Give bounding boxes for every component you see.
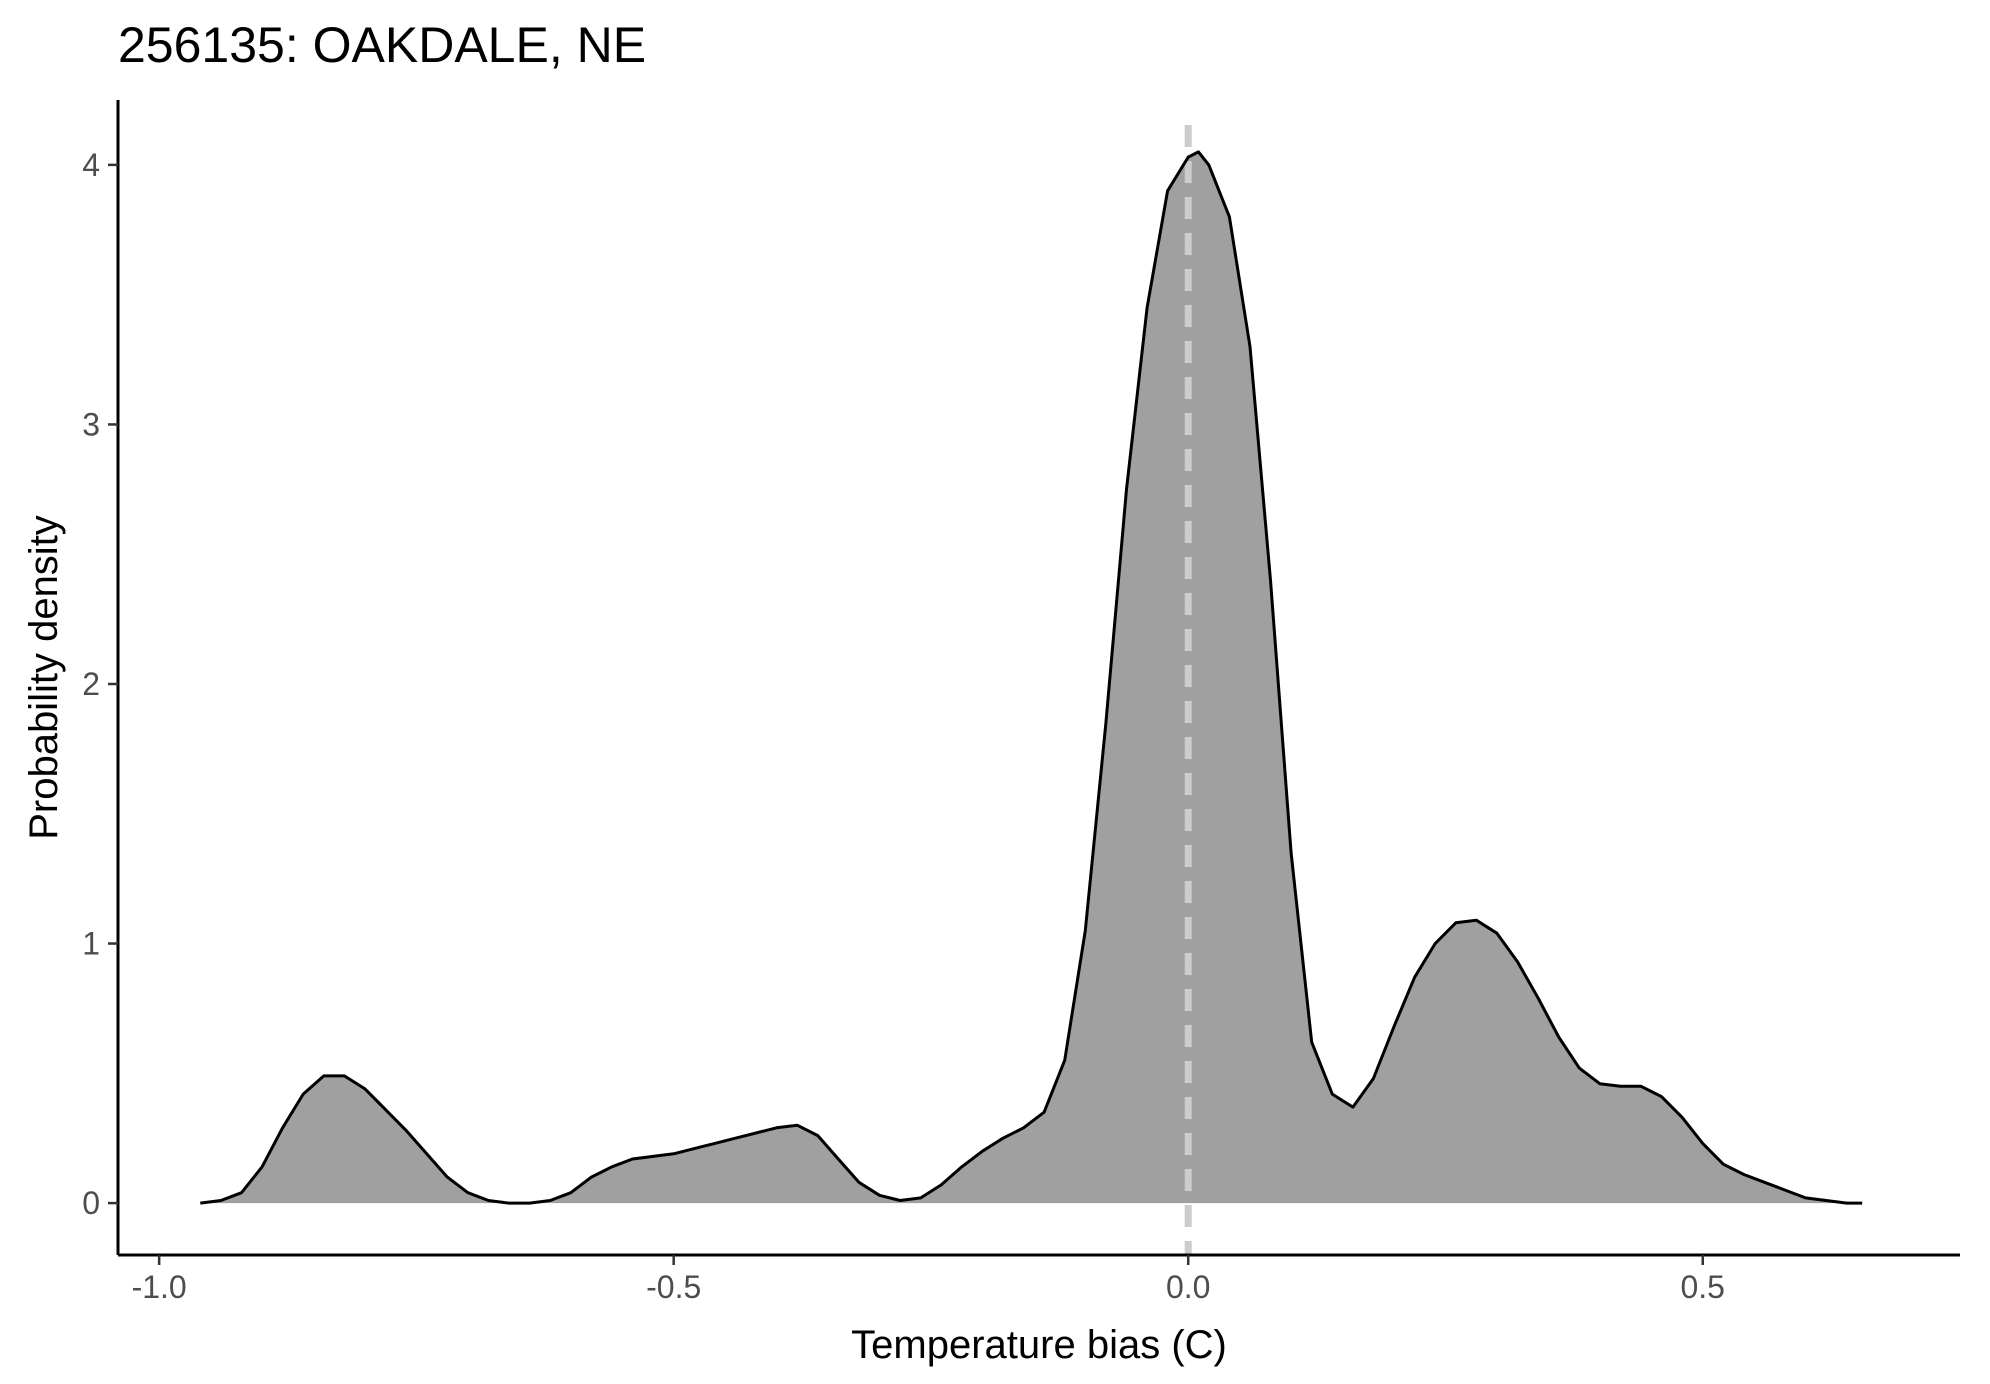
y-tick-label: 0 bbox=[82, 1185, 100, 1221]
y-tick-label: 2 bbox=[82, 666, 100, 702]
x-axis-title: Temperature bias (C) bbox=[851, 1323, 1227, 1367]
x-tick-label: -1.0 bbox=[132, 1269, 187, 1305]
y-tick-label: 1 bbox=[82, 926, 100, 962]
x-axis-ticks: -1.0 -0.5 0.0 0.5 bbox=[132, 1255, 1725, 1305]
y-tick-label: 4 bbox=[82, 147, 100, 183]
chart-title: 256135: OAKDALE, NE bbox=[118, 17, 646, 73]
x-tick-label: 0.0 bbox=[1166, 1269, 1210, 1305]
y-axis-title: Probability density bbox=[22, 515, 66, 840]
x-tick-label: -0.5 bbox=[646, 1269, 701, 1305]
y-tick-label: 3 bbox=[82, 406, 100, 442]
y-axis-ticks: 0 1 2 3 4 bbox=[82, 147, 118, 1221]
density-curve bbox=[200, 150, 1863, 1205]
plot-area bbox=[200, 125, 1863, 1255]
density-area bbox=[200, 151, 1863, 1204]
x-tick-label: 0.5 bbox=[1680, 1269, 1724, 1305]
